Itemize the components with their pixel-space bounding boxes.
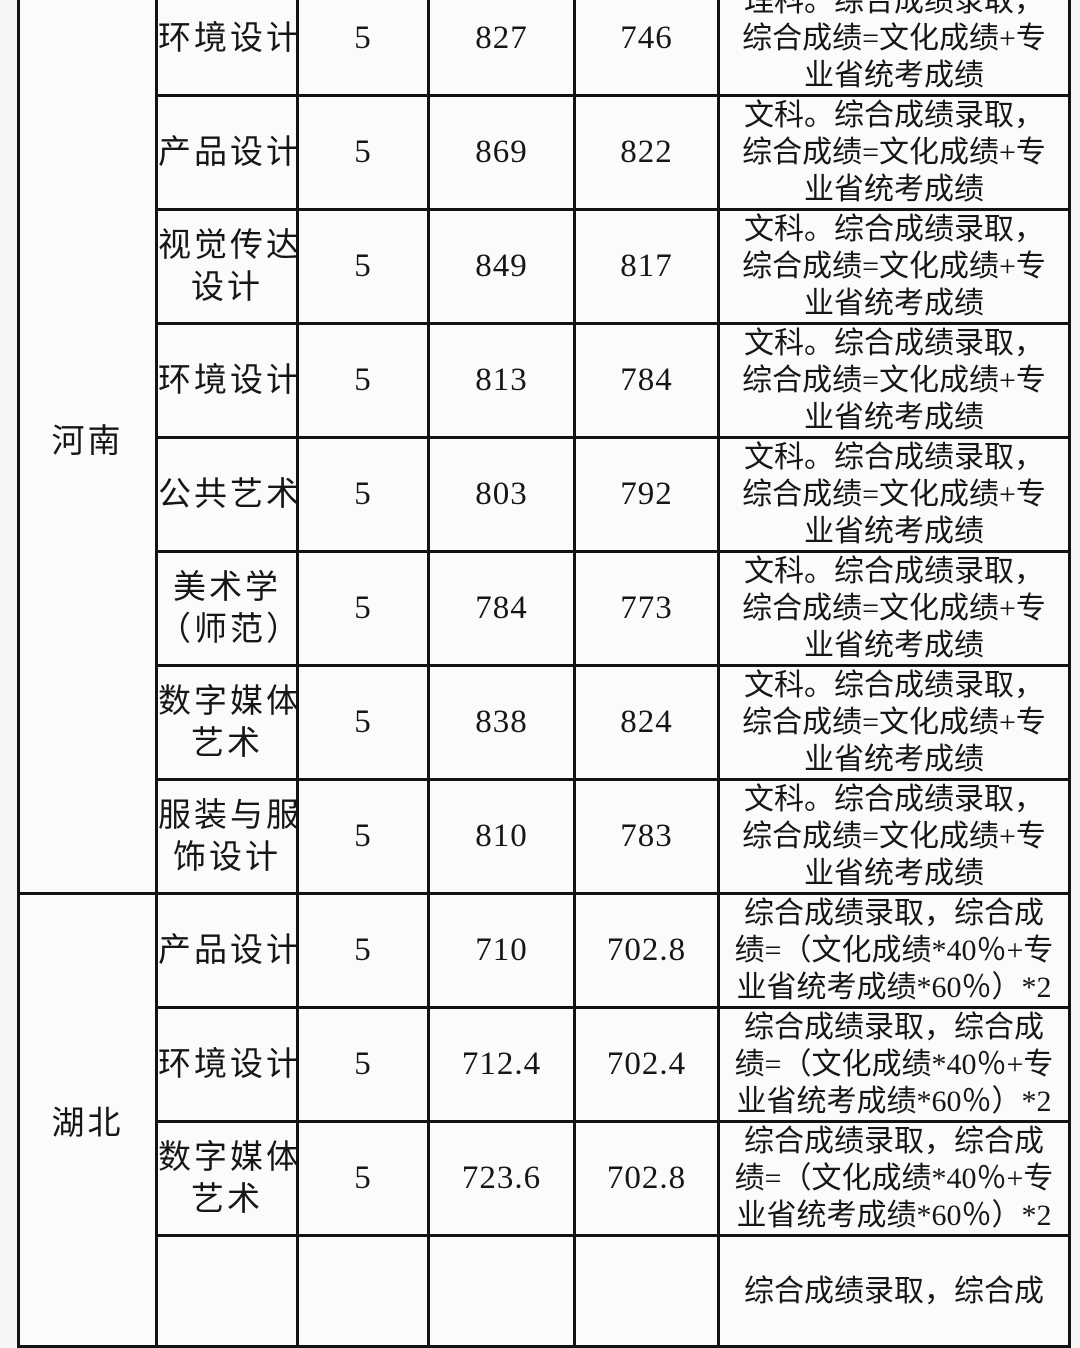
high-cell: 838 [427,664,576,781]
remark-cell: 文科。综合成绩录取， 综合成绩=文化成绩+专 业省统考成绩 [717,322,1071,439]
count-cell: 5 [296,322,430,439]
remark-cell: 综合成绩录取，综合成 绩=（文化成绩*40％+专 业省统考成绩*60％）*2 [717,1120,1071,1237]
low-cell: 784 [573,322,720,439]
count-cell [296,1234,430,1348]
low-cell: 702.8 [573,892,720,1009]
low-cell: 702.8 [573,1120,720,1237]
low-cell: 702.4 [573,1006,720,1123]
remark-cell: 文科。综合成绩录取， 综合成绩=文化成绩+专 业省统考成绩 [717,664,1071,781]
low-cell [573,1234,720,1348]
count-cell: 5 [296,1006,430,1123]
table-row: 美术学 （师范） 5 784 773 文科。综合成绩录取， 综合成绩=文化成绩+专 业省统考成… [19,550,1071,667]
high-cell: 784 [427,550,576,667]
table-row: 环境设计 5 813 784 文科。综合成绩录取， 综合成绩=文化成绩+专 业省统考成绩 [19,322,1071,439]
table-row: 数字媒体 艺术 5 723.6 702.8 综合成绩录取，综合成 绩=（文化成绩*40％+专… [19,1120,1071,1237]
low-cell: 746 [573,0,720,97]
scanned-document-page: 河南 环境设计 5 827 746 理科。综合成绩录取， 综合成绩=文化成绩+专 业省统考成绩… [17,0,1071,1348]
major-cell: 美术学 （师范） [155,550,299,667]
remark-cell: 综合成绩录取，综合成 绩=（文化成绩*40％+专 业省统考成绩*60％）*2 [717,1006,1071,1123]
major-cell: 数字媒体 艺术 [155,664,299,781]
major-cell: 环境设计 [155,1006,299,1123]
high-cell [427,1234,576,1348]
low-cell: 817 [573,208,720,325]
count-cell: 5 [296,94,430,211]
remark-cell: 文科。综合成绩录取， 综合成绩=文化成绩+专 业省统考成绩 [717,550,1071,667]
table-row: 综合成绩录取，综合成 [19,1234,1071,1348]
low-cell: 773 [573,550,720,667]
high-cell: 723.6 [427,1120,576,1237]
table-row: 河南 环境设计 5 827 746 理科。综合成绩录取， 综合成绩=文化成绩+专 业省统考成绩 [17,0,1071,895]
major-cell: 视觉传达 设计 [155,208,299,325]
table-row: 视觉传达 设计 5 849 817 文科。综合成绩录取， 综合成绩=文化成绩+专 业省统考成绩 [19,208,1071,325]
high-cell: 710 [427,892,576,1009]
count-cell: 5 [296,0,430,97]
table-row: 公共艺术 5 803 792 文科。综合成绩录取， 综合成绩=文化成绩+专 业省统考成绩 [19,436,1071,553]
high-cell: 810 [427,778,576,895]
table-row: 数字媒体 艺术 5 838 824 文科。综合成绩录取， 综合成绩=文化成绩+专 业省统考成绩 [19,664,1071,781]
count-cell: 5 [296,208,430,325]
remark-cell: 文科。综合成绩录取， 综合成绩=文化成绩+专 业省统考成绩 [717,436,1071,553]
province-cell: 湖北 [17,892,158,1348]
low-cell: 822 [573,94,720,211]
table-row: 产品设计 5 869 822 文科。综合成绩录取， 综合成绩=文化成绩+专 业省统考成绩 [19,94,1071,211]
major-cell: 产品设计 [155,892,299,1009]
major-cell: 产品设计 [155,94,299,211]
count-cell: 5 [296,664,430,781]
high-cell: 803 [427,436,576,553]
remark-cell: 文科。综合成绩录取， 综合成绩=文化成绩+专 业省统考成绩 [717,94,1071,211]
admission-scores-table: 河南 环境设计 5 827 746 理科。综合成绩录取， 综合成绩=文化成绩+专 业省统考成绩… [17,0,1071,1348]
province-cell: 河南 [17,0,158,895]
major-cell: 环境设计 [155,0,299,97]
low-cell: 783 [573,778,720,895]
count-cell: 5 [296,892,430,1009]
major-cell: 公共艺术 [155,436,299,553]
high-cell: 827 [427,0,576,97]
table-row: 服装与服 饰设计 5 810 783 文科。综合成绩录取， 综合成绩=文化成绩+专 业省统考成… [19,778,1071,895]
count-cell: 5 [296,436,430,553]
major-cell: 服装与服 饰设计 [155,778,299,895]
remark-cell: 文科。综合成绩录取， 综合成绩=文化成绩+专 业省统考成绩 [717,208,1071,325]
count-cell: 5 [296,778,430,895]
major-cell: 环境设计 [155,322,299,439]
major-cell [155,1234,299,1348]
remark-cell: 综合成绩录取，综合成 绩=（文化成绩*40％+专 业省统考成绩*60％）*2 [717,892,1071,1009]
count-cell: 5 [296,1120,430,1237]
low-cell: 792 [573,436,720,553]
remark-cell: 文科。综合成绩录取， 综合成绩=文化成绩+专 业省统考成绩 [717,778,1071,895]
low-cell: 824 [573,664,720,781]
table-row: 环境设计 5 712.4 702.4 综合成绩录取，综合成 绩=（文化成绩*40％+专 业省… [19,1006,1071,1123]
count-cell: 5 [296,550,430,667]
remark-cell: 综合成绩录取，综合成 [717,1234,1071,1348]
high-cell: 869 [427,94,576,211]
high-cell: 849 [427,208,576,325]
major-cell: 数字媒体 艺术 [155,1120,299,1237]
remark-cell: 理科。综合成绩录取， 综合成绩=文化成绩+专 业省统考成绩 [717,0,1071,97]
high-cell: 712.4 [427,1006,576,1123]
table-row: 湖北 产品设计 5 710 702.8 综合成绩录取，综合成 绩=（文化成绩*40％+专 业省… [17,892,1071,1348]
high-cell: 813 [427,322,576,439]
